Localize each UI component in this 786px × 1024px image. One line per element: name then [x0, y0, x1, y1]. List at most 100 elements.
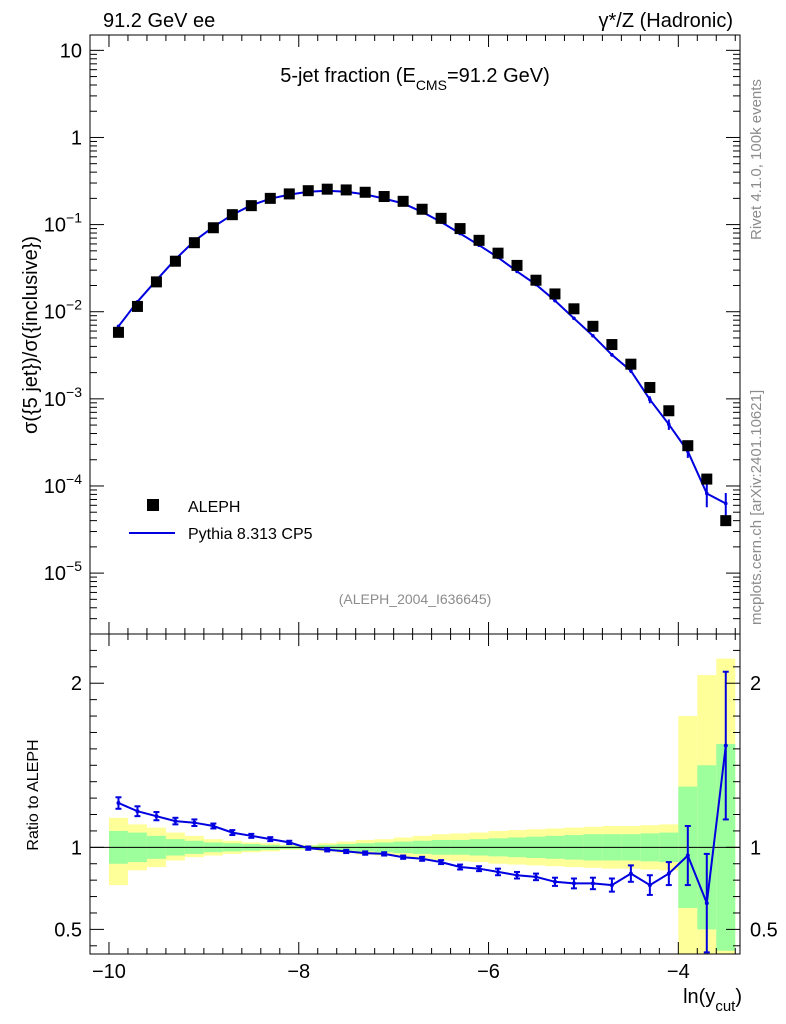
- ratio-point: [116, 801, 121, 806]
- aleph-point: [511, 259, 523, 271]
- main-y-tick-label: 10−1: [44, 210, 82, 237]
- aleph-point: [530, 274, 542, 286]
- pythia-point: [704, 491, 709, 496]
- ratio-point: [515, 873, 520, 878]
- ratio-point: [363, 851, 368, 856]
- aleph-point: [720, 515, 732, 527]
- ratio-point: [420, 856, 425, 861]
- pythia-point: [553, 298, 557, 303]
- ratio-y-tick-label-right: 2: [750, 673, 761, 695]
- ratio-point: [211, 824, 216, 828]
- aleph-point: [549, 288, 561, 300]
- ratio-panel-marks: [115, 670, 729, 954]
- ratio-point: [325, 847, 330, 852]
- ratio-point: [609, 883, 614, 888]
- aleph-point: [359, 186, 371, 198]
- aleph-point: [150, 276, 162, 288]
- pythia-point: [610, 353, 614, 357]
- rivet-label: Rivet 4.1.0, 100k events: [748, 79, 765, 240]
- aleph-point: [131, 300, 143, 312]
- main-panel-marks: [112, 183, 732, 527]
- pythia-point: [667, 422, 671, 427]
- x-tick-label: −8: [287, 961, 310, 983]
- pythia-point: [648, 397, 652, 402]
- ratio-point: [344, 849, 349, 854]
- ratio-y-tick-label: 1: [71, 837, 82, 859]
- main-y-tick-label: 10−5: [44, 558, 82, 585]
- aleph-point: [587, 320, 599, 332]
- pythia-line: [117, 189, 727, 505]
- aleph-point: [397, 195, 409, 207]
- main-y-tick-label: 10−4: [44, 471, 82, 498]
- ratio-point: [439, 860, 444, 865]
- ratio-point: [154, 814, 159, 819]
- x-tick-label: −4: [667, 961, 690, 983]
- ratio-y-tick-label: 0.5: [54, 919, 82, 941]
- aleph-point: [302, 185, 314, 197]
- legend: ALEPH Pythia 8.313 CP5: [129, 499, 313, 543]
- ratio-bands: [108, 658, 736, 954]
- aleph-point: [188, 237, 200, 249]
- ratio-y-tick-label: 2: [71, 673, 82, 695]
- ratio-point: [533, 874, 538, 879]
- ratio-point: [458, 865, 463, 870]
- header-left: 91.2 GeV ee: [103, 10, 215, 32]
- aleph-point: [264, 192, 276, 204]
- aleph-point: [207, 222, 219, 234]
- axes: −10 −8 −6 −4 10 1 10−1 10−2 10−3 10−4 10−5 0.5 0.5 1 1…: [44, 35, 778, 983]
- aleph-point: [682, 440, 694, 452]
- pythia-point: [572, 316, 576, 321]
- ratio-point: [552, 879, 557, 884]
- chart-title: 5-jet fraction (ECMS=91.2 GeV): [280, 65, 550, 93]
- ratio-point: [192, 820, 197, 825]
- aleph-point: [321, 183, 333, 195]
- ratio-point: [590, 881, 595, 886]
- header-right: γ*/Z (Hadronic): [599, 10, 733, 32]
- aleph-point: [226, 209, 238, 221]
- aleph-point: [568, 303, 580, 315]
- ratio-point: [571, 881, 576, 886]
- ratio-point: [230, 830, 235, 835]
- ratio-point: [173, 819, 178, 824]
- ratio-point: [723, 743, 728, 748]
- main-y-tick-label: 10−3: [44, 384, 82, 411]
- ratio-point: [666, 871, 671, 876]
- ratio-point: [477, 866, 482, 871]
- ratio-point: [704, 901, 709, 906]
- aleph-point: [454, 223, 466, 235]
- aleph-point: [625, 358, 637, 370]
- x-axis-label: ln(ycut): [683, 986, 742, 1015]
- x-tick-label: −6: [477, 961, 500, 983]
- aleph-point: [245, 200, 257, 212]
- pythia-point: [723, 501, 728, 506]
- main-panel-frame: [89, 34, 741, 635]
- legend-pythia-label: Pythia 8.313 CP5: [188, 526, 313, 543]
- ratio-panel-frame: [89, 633, 741, 955]
- aleph-point: [416, 203, 428, 215]
- ratio-point: [401, 855, 406, 860]
- ratio-y-tick-label-right: 0.5: [750, 919, 778, 941]
- pythia-point: [629, 368, 633, 373]
- ratio-y-tick-label-right: 1: [750, 837, 761, 859]
- legend-aleph-marker: [147, 499, 159, 511]
- aleph-point: [378, 191, 390, 203]
- mcplots-label: mcplots.cern.ch [arXiv:2401.10621]: [748, 390, 765, 625]
- aleph-point: [340, 184, 352, 196]
- aleph-point: [283, 188, 295, 200]
- aleph-point: [473, 234, 485, 246]
- ratio-point: [382, 851, 387, 856]
- aleph-point: [644, 381, 656, 393]
- ratio-point: [647, 883, 652, 888]
- aleph-point: [435, 212, 447, 224]
- pythia-point: [591, 333, 595, 338]
- main-y-tick-label: 10: [60, 40, 82, 62]
- main-y-tick-label: 10−2: [44, 297, 82, 324]
- aleph-point: [492, 247, 504, 259]
- ratio-point: [306, 846, 311, 851]
- ratio-line: [118, 745, 727, 904]
- main-y-tick-label: 1: [71, 127, 82, 149]
- aleph-point: [606, 339, 618, 351]
- aleph-point: [701, 473, 713, 485]
- ratio-point: [685, 853, 690, 858]
